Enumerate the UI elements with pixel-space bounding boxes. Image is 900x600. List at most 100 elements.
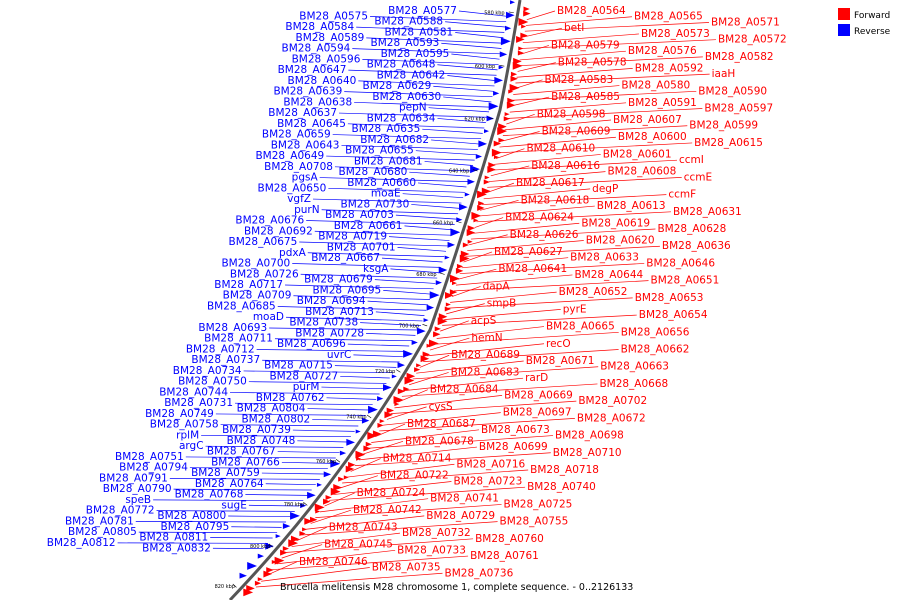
forward-feature-mark (460, 250, 470, 258)
forward-feature-mark (282, 546, 290, 552)
leader-line (215, 413, 366, 416)
leader-line (261, 567, 370, 582)
gene-label-bm28-a0723: BM28_A0723 (453, 475, 522, 487)
gene-label-bm28-a0738: BM28_A0738 (289, 317, 358, 329)
forward-feature-mark (488, 162, 496, 169)
gene-label-bm28-a0597: BM28_A0597 (704, 103, 773, 115)
gene-label-ksga: ksgA (363, 263, 389, 275)
leader-line (138, 531, 278, 534)
leader-line (296, 527, 327, 542)
tick-label: 660 kbp (433, 220, 453, 226)
gene-label-bm28-a0795: BM28_A0795 (161, 521, 230, 533)
reverse-feature-mark (493, 90, 500, 96)
gene-label-bm28-a0735: BM28_A0735 (372, 562, 441, 574)
leader-line (362, 59, 499, 65)
tick-label: 720 kbp (375, 369, 395, 375)
tick-label: 680 kbp (416, 272, 436, 278)
leader-line (366, 37, 503, 44)
leader-line (417, 182, 467, 188)
gene-label-argc: argC (179, 440, 204, 452)
forward-feature-mark (455, 267, 464, 274)
gene-label-bm28-a0676: BM28_A0676 (235, 215, 304, 227)
leader-line (281, 544, 323, 559)
gene-label-bm28-a0644: BM28_A0644 (574, 269, 643, 281)
reverse-feature-mark (323, 471, 332, 478)
leader-line (507, 108, 703, 119)
gene-label-bm28-a0565: BM28_A0565 (634, 11, 703, 23)
leader-line (436, 326, 545, 339)
tick-label: 800 kbp (250, 544, 270, 550)
leader-line (398, 389, 428, 403)
reverse-feature-mark (499, 51, 508, 58)
reverse-feature-mark (275, 534, 281, 539)
leader-line (277, 451, 340, 454)
leader-line (437, 118, 486, 123)
gene-label-bm28-a0653: BM28_A0653 (635, 292, 704, 304)
gene-label-bm28-a0637: BM28_A0637 (268, 107, 337, 119)
gene-label-bm28-a0726: BM28_A0726 (230, 268, 299, 280)
gene-label-bm28-a0620: BM28_A0620 (586, 234, 655, 246)
reverse-feature-mark (456, 217, 463, 223)
gene-label-bm28-a0649: BM28_A0649 (255, 150, 324, 162)
leader-line (494, 154, 601, 165)
leader-line (297, 440, 348, 443)
gene-label-bm28-a0633: BM28_A0633 (570, 252, 639, 264)
forward-feature-mark (473, 218, 479, 223)
forward-feature-mark (397, 388, 406, 395)
leader-line (243, 370, 394, 374)
forward-feature-mark (330, 487, 341, 496)
gene-label-bm28-a0743: BM28_A0743 (329, 521, 398, 533)
gene-label-bm28-a0748: BM28_A0748 (227, 435, 296, 447)
leader-line (235, 402, 373, 406)
gene-label-reco: recO (546, 338, 571, 350)
reverse-feature-mark (355, 429, 361, 434)
gene-label-bm28-a0592: BM28_A0592 (635, 62, 704, 74)
forward-feature-mark (314, 503, 325, 512)
gene-label-bm28-a0660: BM28_A0660 (347, 177, 416, 189)
leader-line (422, 128, 483, 134)
leader-line (409, 171, 470, 177)
leader-line (370, 16, 507, 23)
forward-feature-mark (333, 484, 342, 491)
gene-label-bm28-a0588: BM28_A0588 (374, 16, 443, 28)
reverse-feature-mark (459, 203, 468, 211)
leader-line (319, 498, 429, 513)
position-ticks: 580 kbp 600 kbp 620 kbp 640 kbp 660 kbp 680 k… (215, 10, 514, 590)
forward-feature-mark (477, 204, 485, 211)
leader-line (262, 359, 400, 363)
tick-label: 760 kbp (316, 459, 336, 465)
gene-label-bm28-a0635: BM28_A0635 (352, 123, 421, 135)
reverse-feature-mark (239, 572, 247, 579)
leader-line (220, 424, 359, 427)
reverse-feature-mark (339, 450, 347, 456)
forward-feature-mark (510, 75, 518, 82)
gene-label-bm28-a0700: BM28_A0700 (221, 258, 290, 270)
gene-label-bm28-a0740: BM28_A0740 (527, 481, 596, 493)
gene-label-bm28-a0675: BM28_A0675 (228, 236, 297, 248)
gene-label-bm28-a0687: BM28_A0687 (407, 418, 476, 430)
gene-label-bm28-a0781: BM28_A0781 (65, 515, 134, 527)
leader-line (401, 383, 598, 397)
leader-line (404, 225, 453, 231)
leader-line (415, 150, 477, 156)
leader-line (502, 125, 688, 136)
gene-label-hemn: hemN (471, 332, 502, 344)
forward-feature-mark (456, 263, 464, 269)
leader-line (423, 349, 619, 362)
gene-label-bm28-a0596: BM28_A0596 (292, 53, 361, 65)
forward-feature-mark (483, 179, 490, 185)
forward-feature-mark (449, 289, 458, 296)
reverse-feature-mark (478, 140, 488, 148)
leader-line (467, 240, 584, 251)
gene-label-bm28-a0585: BM28_A0585 (551, 91, 620, 103)
leader-line (307, 252, 445, 257)
tick-label: 640 kbp (449, 168, 469, 174)
reverse-feature-mark (282, 523, 291, 530)
gene-label-bm28-a0656: BM28_A0656 (621, 326, 690, 338)
gene-label-bm28-a0624: BM28_A0624 (505, 212, 574, 224)
leader-line (450, 291, 557, 303)
tick-mark (508, 11, 514, 14)
gene-label-bm28-a0741: BM28_A0741 (430, 493, 499, 505)
gene-label-bm28-a0812: BM28_A0812 (47, 537, 116, 549)
forward-feature-mark (416, 363, 422, 368)
